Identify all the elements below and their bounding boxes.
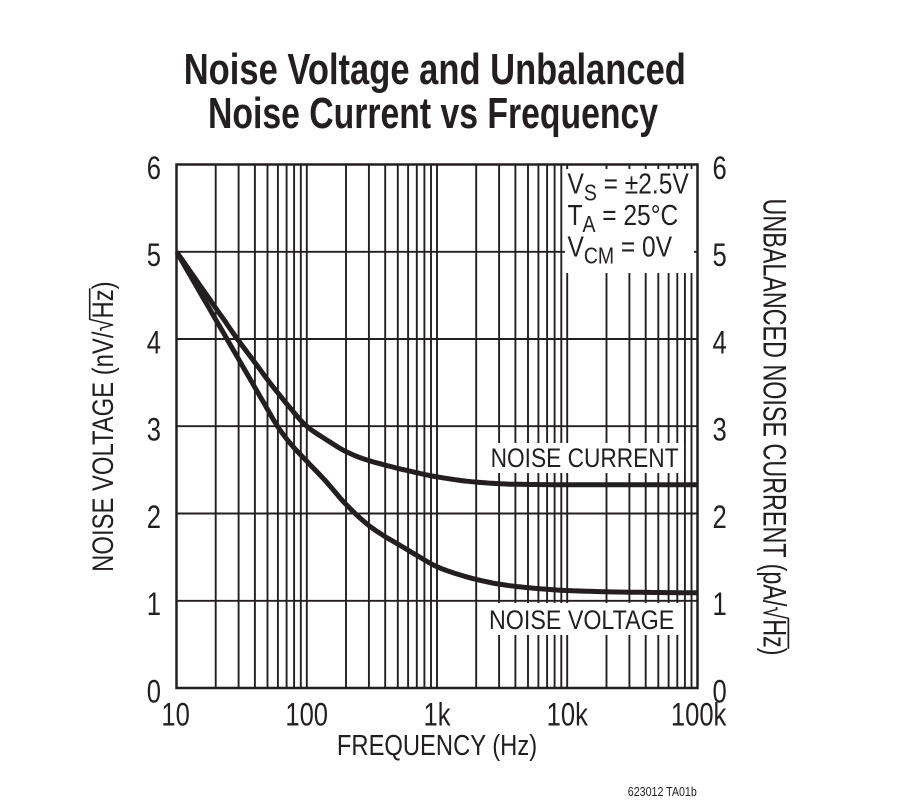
svg-text:NOISE VOLTAGE: NOISE VOLTAGE — [489, 605, 674, 635]
svg-text:NOISE CURRENT: NOISE CURRENT — [491, 443, 679, 473]
svg-text:10: 10 — [161, 698, 189, 733]
svg-text:623012 TA01b: 623012 TA01b — [628, 785, 697, 799]
svg-text:2: 2 — [713, 500, 727, 535]
svg-text:1k: 1k — [423, 698, 450, 733]
svg-text:100: 100 — [285, 698, 328, 733]
svg-text:0: 0 — [147, 675, 161, 710]
svg-text:5: 5 — [713, 238, 727, 273]
svg-text:3: 3 — [713, 413, 727, 448]
svg-text:1: 1 — [713, 587, 727, 622]
svg-text:5: 5 — [147, 238, 161, 273]
svg-text:10k: 10k — [547, 698, 589, 733]
svg-text:FREQUENCY (Hz): FREQUENCY (Hz) — [337, 729, 537, 762]
svg-text:4: 4 — [147, 326, 161, 361]
svg-text:Noise Current vs Frequency: Noise Current vs Frequency — [208, 90, 658, 138]
svg-text:UNBALANCED NOISE CURRENT (pA/√: UNBALANCED NOISE CURRENT (pA/√Hz) — [756, 199, 791, 656]
svg-text:VS = ±2.5V: VS = ±2.5V — [568, 167, 689, 205]
svg-text:6: 6 — [147, 151, 161, 186]
svg-text:1: 1 — [147, 587, 161, 622]
svg-text:NOISE VOLTAGE (nV/√Hz): NOISE VOLTAGE (nV/√Hz) — [85, 281, 119, 571]
svg-text:4: 4 — [713, 326, 727, 361]
svg-text:6: 6 — [713, 151, 727, 186]
svg-text:2: 2 — [147, 500, 161, 535]
svg-text:100k: 100k — [671, 698, 727, 733]
svg-text:Noise Voltage and Unbalanced: Noise Voltage and Unbalanced — [184, 45, 686, 94]
svg-text:3: 3 — [147, 413, 161, 448]
svg-text:0: 0 — [713, 675, 727, 710]
